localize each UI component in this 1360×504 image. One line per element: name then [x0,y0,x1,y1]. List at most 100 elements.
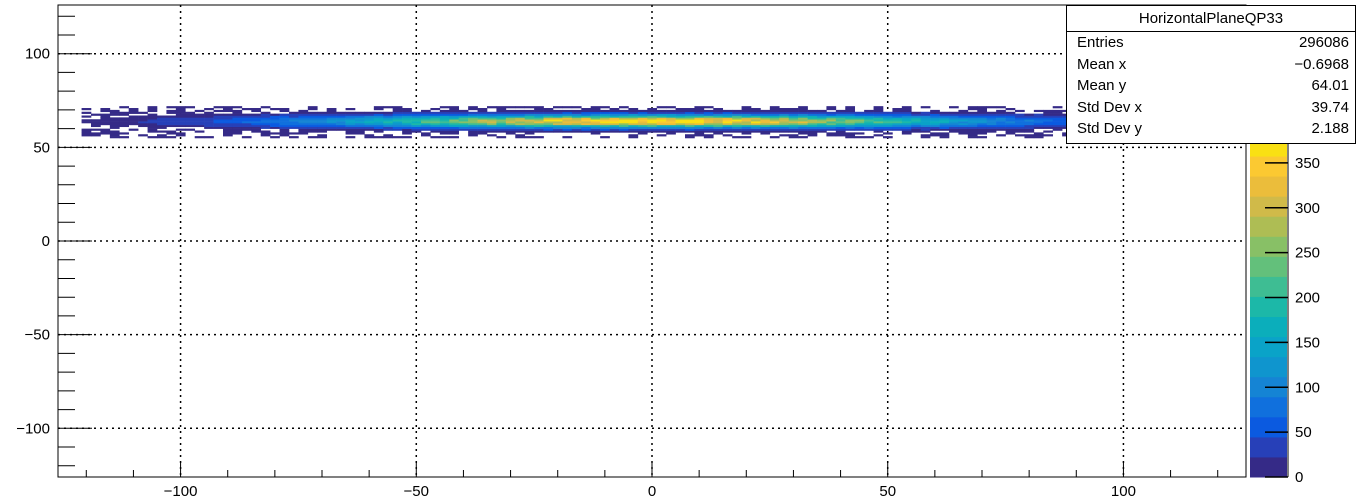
heatmap-cell [468,115,478,118]
heatmap-cell [571,106,582,109]
heatmap-cell [807,119,818,122]
heatmap-cell [477,121,488,124]
heatmap-cell [779,130,790,133]
heatmap-cell [788,109,799,113]
heatmap-cell [637,132,648,135]
heatmap-cell [703,119,714,122]
heatmap-cell [760,119,771,122]
heatmap-cell [194,130,205,133]
heatmap-cell [298,113,309,116]
heatmap-cell [119,121,130,124]
heatmap-cell [223,106,233,109]
heatmap-cell [1005,108,1016,111]
heatmap-cell [430,119,441,122]
heatmap-cell [119,124,130,128]
heatmap-cell [439,132,450,135]
stats-row: Std Dev x 39.74 [1067,97,1355,119]
heatmap-cell [91,124,101,128]
heatmap-cell [543,115,554,118]
heatmap-cell [157,123,167,126]
heatmap-cell [562,115,573,118]
heatmap-cell [703,128,714,131]
heatmap-cell [741,113,752,116]
heatmap-cell [100,123,111,126]
heatmap-cell [873,111,884,114]
heatmap-cell [703,134,714,137]
heatmap-cell [854,121,865,124]
heatmap-cell [1024,134,1035,137]
heatmap-cell [901,132,912,135]
heatmap-cell [996,124,1006,128]
heatmap-cell [430,123,441,126]
heatmap-cell [223,115,233,118]
heatmap-cell [1024,126,1035,129]
heatmap-cell [967,128,978,131]
heatmap-cell [496,121,507,124]
heatmap-cell [449,117,460,120]
heatmap-cell [685,130,695,133]
heatmap-cell [307,111,318,114]
heatmap-cell [1033,136,1044,139]
heatmap-cell [251,119,262,122]
colorbar-segment [1250,436,1287,458]
heatmap-cell [628,115,639,118]
heatmap-cell [835,124,846,128]
heatmap-cell [675,113,686,116]
heatmap-cell [788,117,799,120]
heatmap-cell [543,111,554,114]
heatmap-cell [600,117,610,120]
heatmap-cell [619,123,629,126]
heatmap-cell [930,132,940,135]
heatmap-cell [251,113,262,116]
heatmap-cell [157,121,167,124]
heatmap-cell [524,123,535,126]
heatmap-cell [619,113,629,116]
heatmap-cell [392,113,403,116]
heatmap-cell [751,109,761,113]
colorbar-segment [1250,336,1287,358]
heatmap-cell [81,119,92,122]
heatmap-cell [845,113,856,116]
heatmap-cell [298,117,309,120]
heatmap-cell [185,119,196,122]
heatmap-cell [713,128,724,131]
heatmap-cell [845,115,856,118]
heatmap-cell [326,126,337,129]
heatmap-cell [1015,126,1025,129]
heatmap-cell [402,108,412,111]
heatmap-cell [769,136,780,139]
heatmap-cell [1015,113,1025,116]
heatmap-cell [1052,121,1063,124]
heatmap-cell [298,123,309,126]
heatmap-cell [779,117,790,120]
heatmap-cell [204,126,214,129]
heatmap-cell [911,130,922,133]
heatmap-cell [967,136,978,139]
heatmap-cell [590,132,601,135]
heatmap-cell [930,124,940,128]
heatmap-cell [213,109,224,113]
heatmap-cell [741,126,752,129]
heatmap-cell [157,136,167,139]
heatmap-cell [628,123,639,126]
heatmap-cell [571,124,582,128]
heatmap-cell [336,111,346,114]
heatmap-cell [185,111,196,114]
heatmap-cell [223,119,233,122]
heatmap-cell [817,113,827,116]
heatmap-cell [458,121,469,124]
heatmap-cell [317,117,328,120]
heatmap-cell [307,136,318,139]
heatmap-cell [1024,115,1035,118]
heatmap-cell [487,115,497,118]
heatmap-cell [1043,115,1054,118]
colorbar-segment [1250,176,1287,197]
heatmap-cell [600,113,610,116]
heatmap-cell [873,119,884,122]
heatmap-cell [298,126,309,129]
heatmap-cell [477,113,488,116]
heatmap-cell [760,124,771,128]
heatmap-cell [930,123,940,126]
heatmap-cell [760,111,771,114]
heatmap-cell [647,111,658,114]
